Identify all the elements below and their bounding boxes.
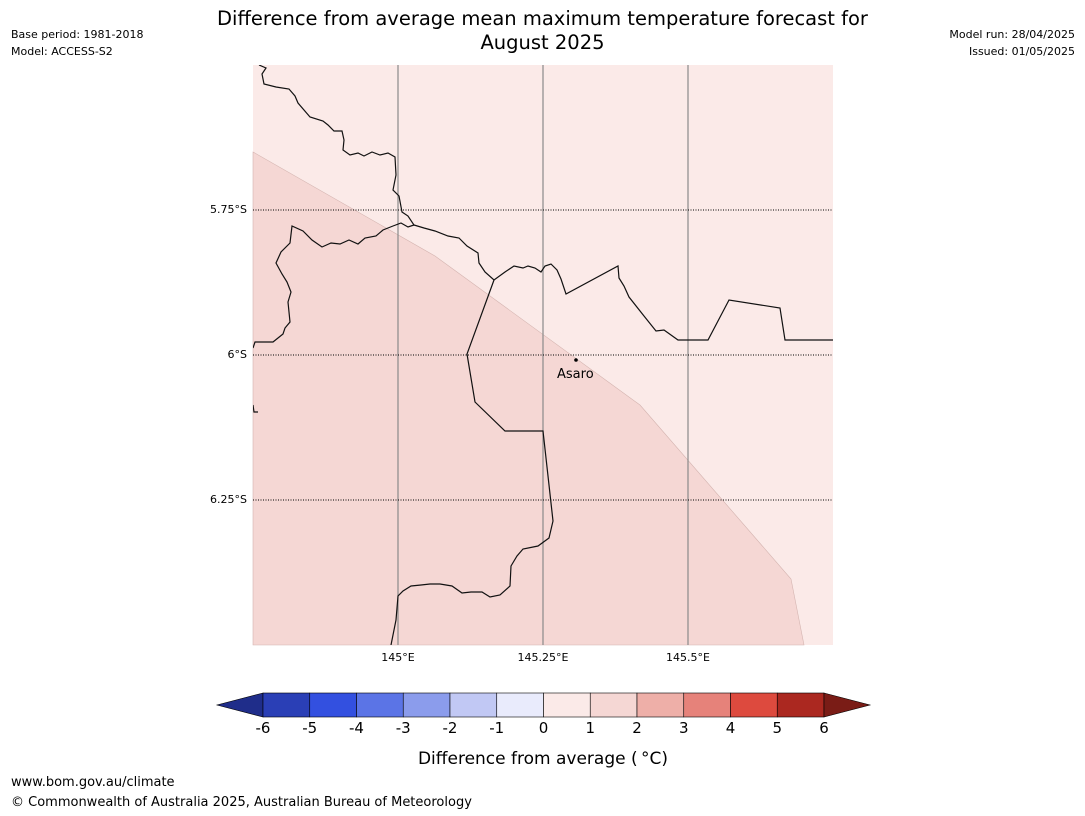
town-label-asaro: Asaro xyxy=(557,367,594,382)
colorbar-legend: -6 -5 -4 -3 -2 -1 0 1 2 3 4 5 6 xyxy=(215,692,872,737)
colorbar-swatch xyxy=(636,692,685,718)
colorbar-tick-label: -1 xyxy=(489,719,504,737)
colorbar-swatch xyxy=(402,692,451,718)
colorbar-tick-label: 0 xyxy=(539,719,549,737)
province-borders xyxy=(253,65,833,645)
lat-label: 5.75°S xyxy=(210,203,247,216)
latitude-gridlines xyxy=(253,209,833,501)
meta-left: Base period: 1981-2018 Model: ACCESS-S2 xyxy=(11,26,143,60)
colorbar-tick-label: -5 xyxy=(302,719,317,737)
map-band-1-2 xyxy=(252,151,805,646)
colorbar-label: Difference from average ( °C) xyxy=(418,749,668,769)
colorbar-tick-label: 3 xyxy=(679,719,689,737)
lat-label: 6°S xyxy=(228,348,247,361)
lon-label: 145°E xyxy=(381,651,414,664)
footer-url: www.bom.gov.au/climate xyxy=(11,775,175,790)
colorbar-swatch xyxy=(589,692,638,718)
colorbar-tick-label: -6 xyxy=(256,719,271,737)
title-line-2: August 2025 xyxy=(480,31,605,54)
colorbar-swatch xyxy=(356,692,404,718)
page-title: Difference from average mean maximum tem… xyxy=(190,7,895,55)
colorbar-swatch xyxy=(496,692,544,718)
latitude-labels: 5.75°S 6°S 6.25°S xyxy=(210,203,247,506)
lon-label: 145.25°E xyxy=(518,651,569,664)
colorbar-swatch xyxy=(309,692,357,718)
colorbar-extend-high xyxy=(823,692,872,718)
colorbar-tick-label: 6 xyxy=(819,719,829,737)
colorbar-tick-label: -4 xyxy=(349,719,364,737)
colorbar-extend-low xyxy=(215,692,264,718)
colorbar-swatch xyxy=(683,692,731,718)
issued-text: Issued: 01/05/2025 xyxy=(968,45,1075,58)
lon-label: 145.5°E xyxy=(666,651,710,664)
lat-label: 6.25°S xyxy=(210,493,247,506)
colorbar-tick-label: 5 xyxy=(772,719,782,737)
colorbar-tick-label: -2 xyxy=(443,719,458,737)
colorbar-swatch xyxy=(543,692,591,718)
colorbar-swatch xyxy=(262,692,311,718)
footer-copyright: © Commonwealth of Australia 2025, Austra… xyxy=(11,795,472,810)
map-area: Asaro xyxy=(252,65,833,646)
town-marker-asaro xyxy=(574,358,578,362)
longitude-labels: 145°E 145.25°E 145.5°E xyxy=(381,651,710,664)
base-period-text: Base period: 1981-2018 xyxy=(11,28,144,41)
colorbar-swatch xyxy=(730,692,778,718)
model-text: Model: ACCESS-S2 xyxy=(11,45,113,58)
colorbar-swatch xyxy=(776,692,825,718)
colorbar-swatch xyxy=(449,692,498,718)
colorbar-tick-label: 1 xyxy=(585,719,595,737)
model-run-text: Model run: 28/04/2025 xyxy=(949,28,1075,41)
colorbar-tick-label: 4 xyxy=(726,719,736,737)
colorbar-tick-label: 2 xyxy=(632,719,642,737)
colorbar-tick-label: -3 xyxy=(396,719,411,737)
title-line-1: Difference from average mean maximum tem… xyxy=(217,7,868,30)
meta-right: Model run: 28/04/2025 Issued: 01/05/2025 xyxy=(949,26,1075,60)
